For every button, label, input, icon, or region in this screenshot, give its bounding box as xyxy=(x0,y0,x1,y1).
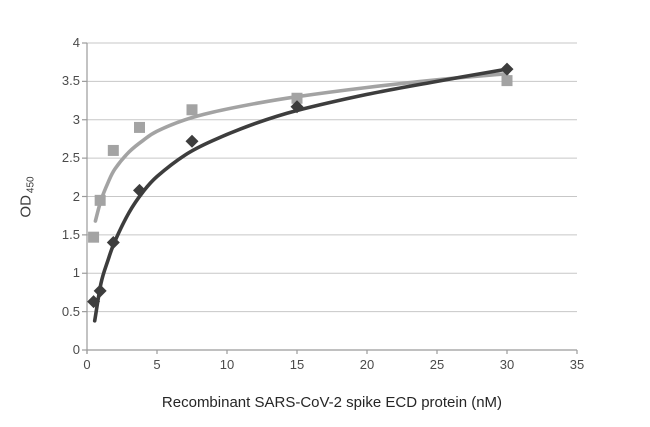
y-tick-label: 3.5 xyxy=(61,73,80,89)
dark-diamonds-point xyxy=(290,100,304,114)
dark-diamonds-point xyxy=(106,236,120,250)
y-tick-label: 4 xyxy=(72,35,80,50)
dark-diamonds-point xyxy=(93,284,107,298)
gray-squares-trendline xyxy=(93,71,509,223)
dark-diamonds-point xyxy=(133,183,146,197)
gray-squares-point xyxy=(501,75,513,87)
x-tick-label: 35 xyxy=(569,357,585,372)
dark-diamonds-point xyxy=(500,62,514,76)
x-tick-label: 15 xyxy=(289,357,305,372)
x-axis-title: Recombinant SARS-CoV-2 spike ECD protein… xyxy=(161,394,503,411)
gray-squares-point xyxy=(88,231,100,243)
y-tick-label: 1.5 xyxy=(61,226,80,242)
gray-squares-point xyxy=(107,144,119,156)
x-tick-label: 5 xyxy=(153,357,161,372)
y-tick-label: 1 xyxy=(72,265,80,281)
y-tick-label: 0 xyxy=(72,342,80,357)
gray-squares-point xyxy=(94,194,106,206)
x-tick-label: 30 xyxy=(499,357,515,372)
gray-squares-point xyxy=(186,104,198,116)
y-tick-label: 2 xyxy=(72,188,80,204)
dark-diamonds-trendline xyxy=(92,67,509,323)
y-axis-title-subscript: 450 xyxy=(25,176,37,194)
y-axis-title-main: OD xyxy=(17,195,35,218)
y-tick-label: 0.5 xyxy=(61,303,80,319)
gray-squares-point xyxy=(291,92,303,104)
y-tick-label: 3 xyxy=(72,111,80,127)
x-tick-label: 20 xyxy=(359,357,375,372)
x-tick-label: 0 xyxy=(83,357,91,372)
x-tick-label: 10 xyxy=(219,357,235,372)
dark-diamonds-point xyxy=(185,134,199,148)
y-tick-label: 2.5 xyxy=(61,150,80,166)
dark-diamonds-point xyxy=(87,295,101,309)
gray-squares-point xyxy=(134,121,145,133)
y-axis-title: OD450 xyxy=(18,176,37,217)
x-tick-label: 25 xyxy=(429,357,445,372)
